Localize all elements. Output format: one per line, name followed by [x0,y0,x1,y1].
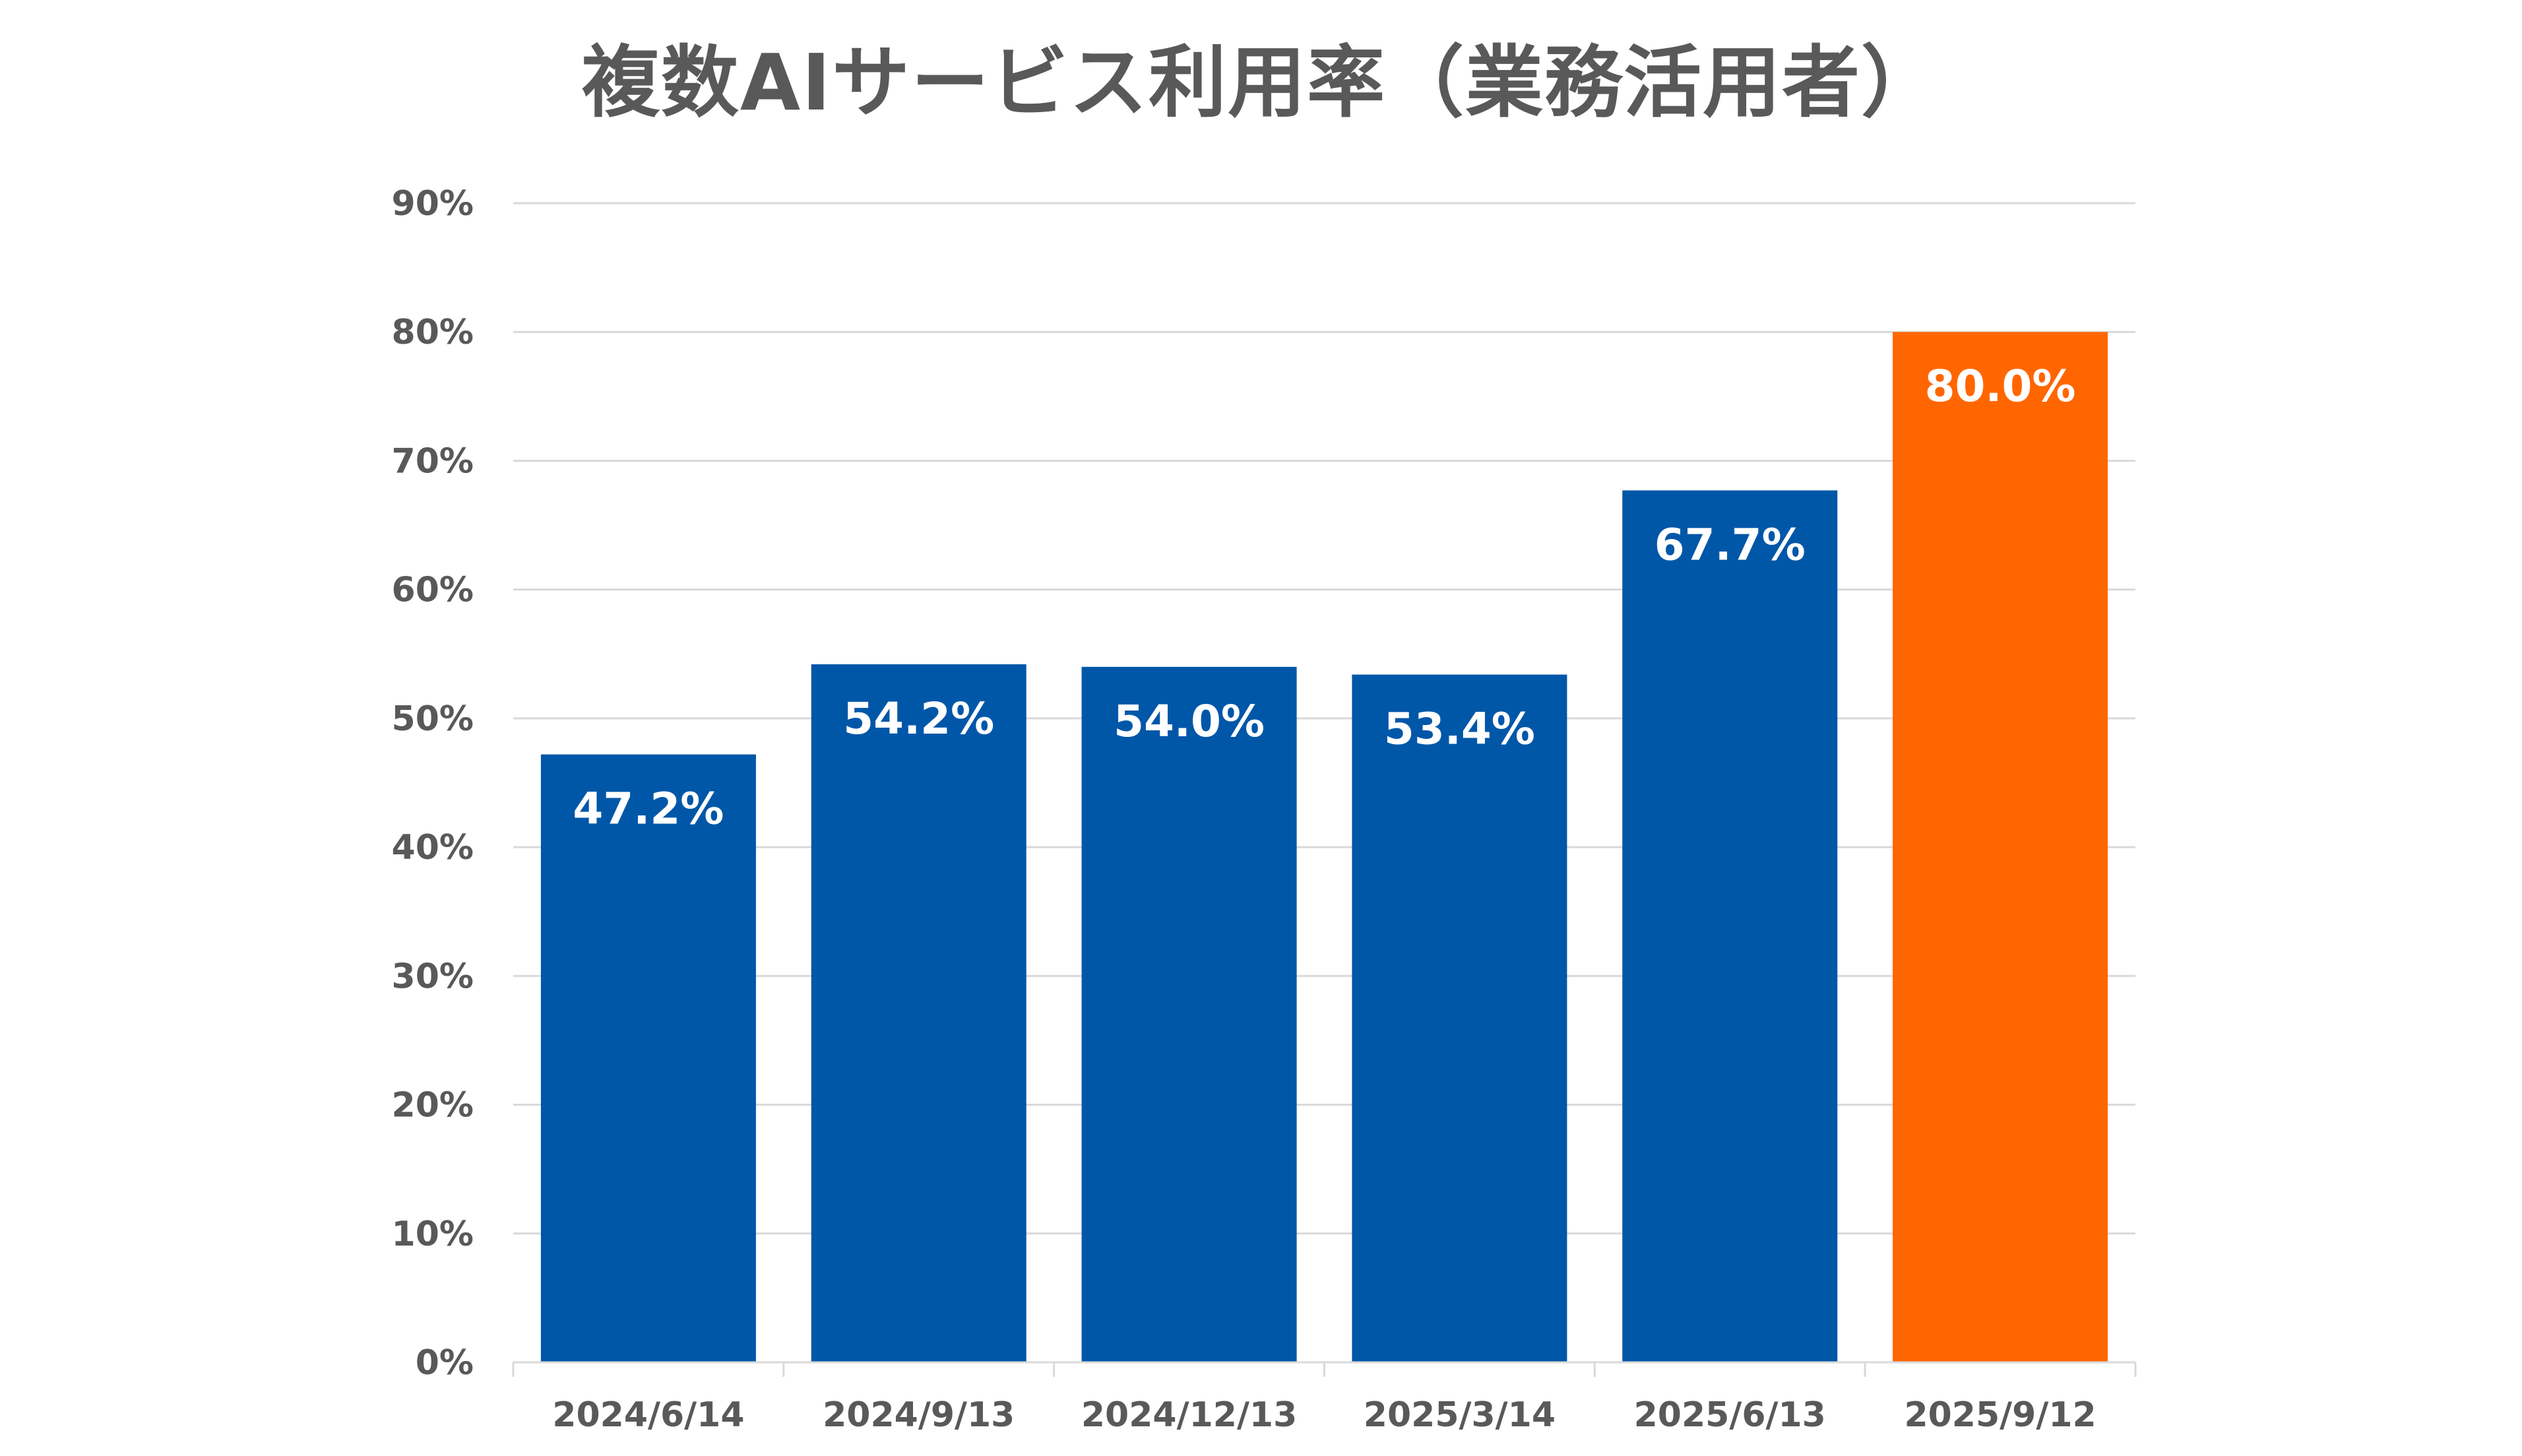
y-tick-label: 90% [392,184,474,224]
x-tick-label: 2025/3/14 [1364,1395,1556,1435]
data-label: 53.4% [1384,704,1535,755]
x-axis-ticks: 2024/6/14 2024/9/13 2024/12/13 2025/3/14 202… [552,1395,2096,1435]
chart-title: 複数AIサービス利用率（業務活用者） [581,37,1941,128]
y-tick-label: 70% [392,441,474,481]
bar-2025-3-14 [1352,674,1567,1362]
y-tick-label: 0% [416,1343,474,1383]
y-axis-ticks: 0% 10% 20% 30% 40% 50% 60% 70% 80% 90% [392,184,474,1383]
x-axis [512,1361,2137,1377]
x-tick-label: 2024/6/14 [552,1395,744,1435]
data-label: 47.2% [573,784,724,835]
y-tick-label: 40% [392,828,474,868]
gridlines [513,202,2135,1235]
y-tick-label: 80% [392,313,474,352]
bar-2025-6-13 [1622,490,1838,1362]
bars [540,332,2108,1363]
x-tick-label: 2025/6/13 [1634,1395,1826,1435]
data-labels: 47.2% 54.2% 54.0% 53.4% 67.7% 80.0% [573,361,2075,834]
data-label: 80.0% [1925,361,2076,412]
data-label: 54.2% [843,693,994,744]
y-tick-label: 10% [392,1215,474,1254]
data-label: 67.7% [1655,519,1806,570]
bar-2025-9-12 [1893,332,2108,1363]
y-tick-label: 20% [392,1086,474,1125]
data-label: 54.0% [1114,696,1265,747]
bar-2024-12-13 [1081,666,1297,1362]
bar-2024-9-13 [811,664,1026,1363]
y-tick-label: 60% [392,571,474,610]
bar-2024-6-14 [540,754,756,1362]
x-tick-label: 2024/9/13 [823,1395,1015,1435]
y-tick-label: 30% [392,957,474,996]
y-tick-label: 50% [392,699,474,739]
x-tick-label: 2025/9/12 [1904,1395,2096,1435]
x-tick-label: 2024/12/13 [1081,1395,1297,1435]
